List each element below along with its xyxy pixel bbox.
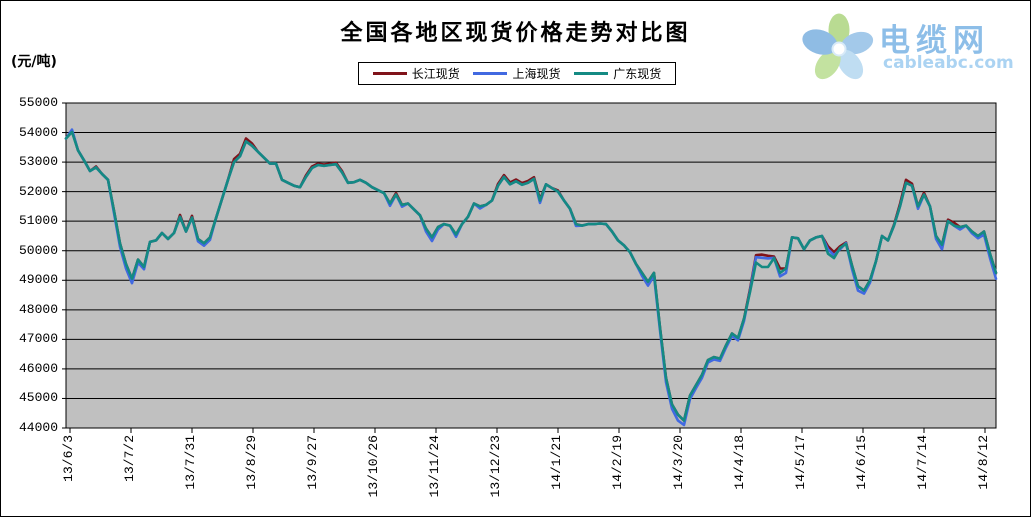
y-axis-tick-label: 53000 bbox=[18, 154, 58, 170]
x-axis-tick-label: 14/1/21 bbox=[549, 435, 564, 490]
y-axis-tick-label: 50000 bbox=[18, 242, 58, 258]
y-axis-tick-label: 51000 bbox=[18, 213, 58, 229]
x-axis-tick-label: 13/7/2 bbox=[122, 435, 137, 482]
legend-item-changjiang: 长江现货 bbox=[372, 65, 460, 82]
logo-domain-text: cableabc.com bbox=[883, 53, 1014, 73]
y-axis-tick-label: 44000 bbox=[18, 420, 58, 435]
y-axis-tick-label: 45000 bbox=[18, 390, 58, 406]
y-axis-tick-label: 49000 bbox=[18, 272, 58, 288]
x-axis-tick-label: 14/8/12 bbox=[976, 435, 991, 490]
changjiang-line-swatch-icon bbox=[372, 72, 407, 75]
x-axis-tick-label: 13/9/27 bbox=[305, 435, 320, 490]
y-axis-tick-label: 46000 bbox=[18, 360, 58, 376]
x-axis-tick-label: 13/8/29 bbox=[244, 435, 259, 490]
y-axis-tick-label: 54000 bbox=[18, 124, 58, 140]
x-axis-tick-label: 14/4/18 bbox=[732, 435, 747, 490]
cableabc-flower-icon bbox=[802, 13, 874, 80]
x-axis-tick-label: 14/5/17 bbox=[793, 435, 808, 490]
x-axis-tick-label: 13/12/23 bbox=[488, 435, 503, 498]
x-axis-tick-label: 14/7/14 bbox=[915, 435, 930, 490]
series-line-guangdong bbox=[64, 130, 998, 422]
page-title: 全国各地区现货价格走势对比图 bbox=[340, 21, 691, 46]
x-axis-tick-label: 13/10/26 bbox=[366, 435, 381, 498]
y-axis-tick-label: 55000 bbox=[18, 95, 58, 110]
y-axis-tick-label: 52000 bbox=[18, 183, 58, 199]
y-axis-tick-label: 47000 bbox=[18, 331, 58, 347]
legend-label-shanghai: 上海现货 bbox=[512, 67, 561, 81]
x-axis-tick-label: 14/2/19 bbox=[610, 435, 625, 490]
plot-area bbox=[65, 102, 997, 429]
guangdong-line-swatch-icon bbox=[574, 72, 609, 75]
x-axis-tick-label: 13/6/3 bbox=[61, 435, 76, 482]
legend-item-guangdong: 广东现货 bbox=[574, 65, 661, 82]
x-axis-tick-label: 14/3/20 bbox=[671, 435, 686, 490]
logo-brand-text: 电缆网 bbox=[879, 23, 990, 59]
x-axis-tick-label: 13/11/24 bbox=[427, 435, 442, 498]
legend-label-changjiang: 长江现货 bbox=[411, 67, 460, 81]
x-axis-tick-label: 13/7/31 bbox=[183, 435, 198, 490]
shanghai-line-swatch-icon bbox=[473, 72, 508, 75]
legend: 长江现货 上海现货 广东现货 bbox=[358, 62, 676, 85]
y-axis-unit-label: (元/吨) bbox=[11, 54, 57, 70]
legend-label-guangdong: 广东现货 bbox=[613, 67, 662, 81]
x-axis-tick-label: 14/6/15 bbox=[854, 435, 869, 490]
legend-item-shanghai: 上海现货 bbox=[473, 65, 561, 82]
y-axis-tick-label: 48000 bbox=[18, 301, 58, 317]
